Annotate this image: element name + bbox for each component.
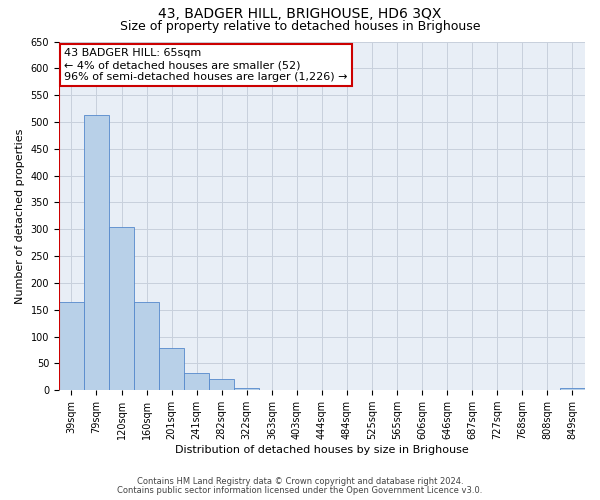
Text: 43, BADGER HILL, BRIGHOUSE, HD6 3QX: 43, BADGER HILL, BRIGHOUSE, HD6 3QX — [158, 8, 442, 22]
Bar — [159, 348, 184, 390]
Text: Contains public sector information licensed under the Open Government Licence v3: Contains public sector information licen… — [118, 486, 482, 495]
X-axis label: Distribution of detached houses by size in Brighouse: Distribution of detached houses by size … — [175, 445, 469, 455]
Bar — [109, 226, 134, 390]
Bar — [234, 388, 259, 390]
Bar — [560, 388, 585, 390]
Bar — [59, 302, 84, 390]
Bar — [84, 115, 109, 390]
Text: Contains HM Land Registry data © Crown copyright and database right 2024.: Contains HM Land Registry data © Crown c… — [137, 477, 463, 486]
Bar — [209, 380, 234, 390]
Text: Size of property relative to detached houses in Brighouse: Size of property relative to detached ho… — [120, 20, 480, 33]
Text: 43 BADGER HILL: 65sqm
← 4% of detached houses are smaller (52)
96% of semi-detac: 43 BADGER HILL: 65sqm ← 4% of detached h… — [64, 48, 347, 82]
Y-axis label: Number of detached properties: Number of detached properties — [15, 128, 25, 304]
Bar — [134, 302, 159, 390]
Bar — [184, 373, 209, 390]
